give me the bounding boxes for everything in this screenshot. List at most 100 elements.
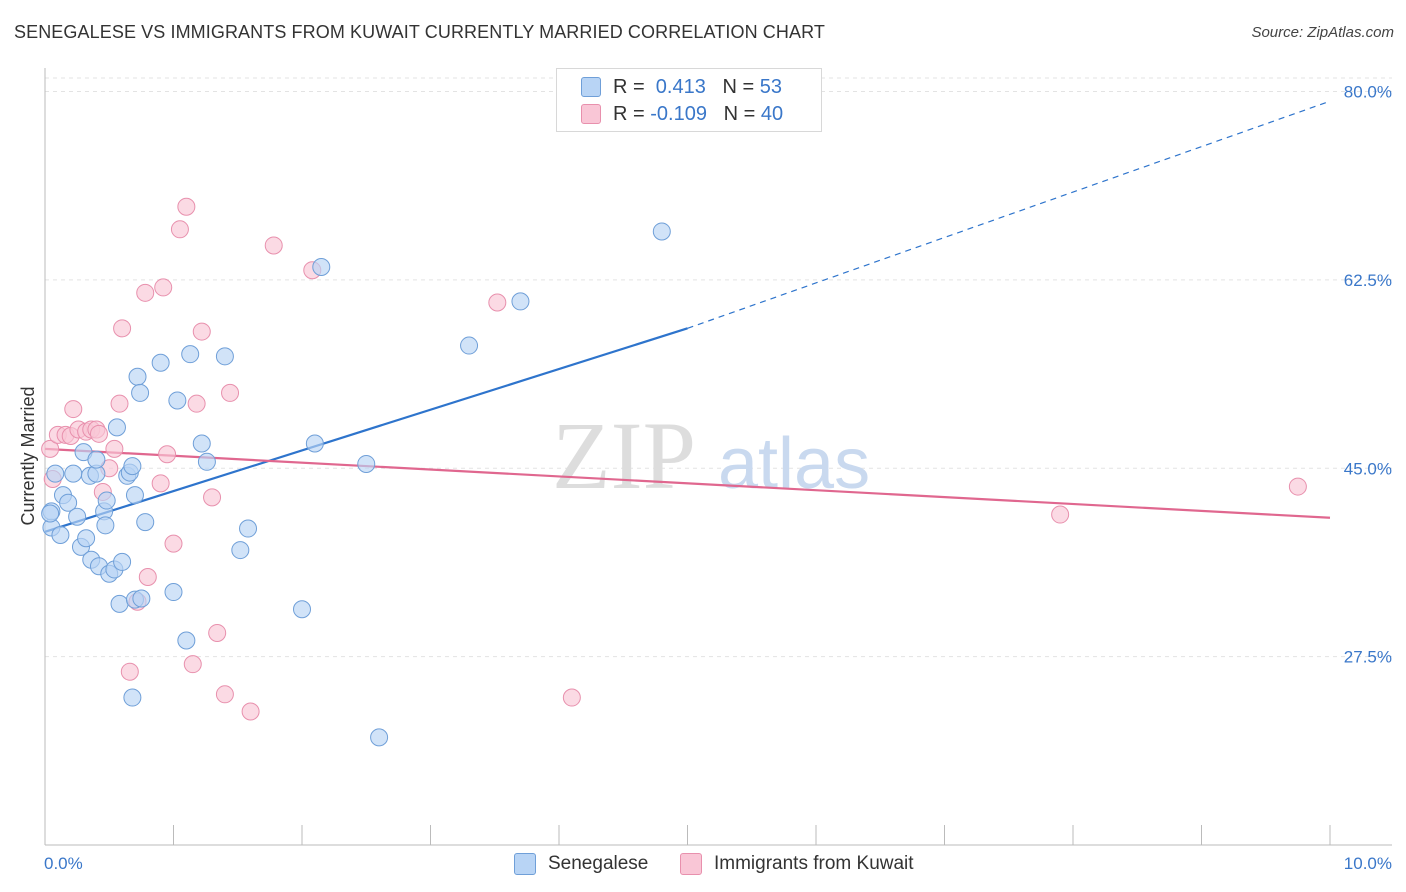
senegalese-point xyxy=(215,347,234,366)
kuwait-point xyxy=(183,655,202,674)
senegalese-point xyxy=(192,434,211,453)
kuwait-point xyxy=(241,702,260,721)
legend-n-label: N = xyxy=(723,102,761,125)
grid-layer xyxy=(45,77,1392,658)
kuwait-point xyxy=(187,394,206,413)
senegalese-point xyxy=(460,336,479,355)
watermark-zip: ZIP xyxy=(552,402,696,509)
senegalese-point xyxy=(107,418,126,437)
senegalese-point xyxy=(511,292,530,311)
senegalese-point xyxy=(41,504,60,523)
y-axis-title: Currently Married xyxy=(18,386,38,525)
kuwait-point xyxy=(208,623,227,642)
series-swatch-kuwait xyxy=(680,853,702,875)
senegalese-point xyxy=(68,507,87,526)
senegalese-point xyxy=(136,513,155,532)
senegalese-point xyxy=(181,345,200,364)
senegalese-point xyxy=(59,493,78,512)
senegalese-point xyxy=(239,519,258,538)
y-tick-label: 45.0% xyxy=(1344,459,1392,478)
legend-n-label: N = xyxy=(722,75,760,98)
legend-row-senegalese: R = 0.413 N = 53 xyxy=(581,76,782,98)
senegalese-point xyxy=(110,594,129,613)
chart-title: SENEGALESE VS IMMIGRANTS FROM KUWAIT CUR… xyxy=(14,22,825,42)
senegalese-point xyxy=(177,631,196,650)
kuwait-point xyxy=(113,319,132,338)
senegalese-trend-line xyxy=(44,327,688,533)
series-label-senegalese: Senegalese xyxy=(548,853,649,874)
series-legend-kuwait: Immigrants from Kuwait xyxy=(680,852,914,876)
kuwait-point xyxy=(203,488,222,507)
trend-layer xyxy=(44,100,1331,533)
senegalese-point xyxy=(123,457,142,476)
senegalese-point xyxy=(293,600,311,619)
kuwait-point xyxy=(164,534,183,553)
senegalese-points xyxy=(41,222,671,747)
axis-layer: 27.5% 45.0% 62.5% 80.0% 0.0% 10.0% xyxy=(44,68,1392,873)
legend-r-label: R = xyxy=(613,75,651,98)
y-tick-label: 27.5% xyxy=(1344,648,1392,667)
senegalese-point xyxy=(77,529,96,548)
kuwait-point xyxy=(136,283,155,302)
kuwait-point xyxy=(192,322,211,341)
legend-swatch-senegalese xyxy=(581,77,601,97)
legend-n-value: 40 xyxy=(760,102,784,125)
senegalese-point xyxy=(312,257,331,276)
senegalese-point xyxy=(96,516,115,535)
senegalese-point xyxy=(113,552,132,571)
senegalese-point xyxy=(164,583,183,602)
kuwait-point xyxy=(64,400,83,419)
legend-n-value: 53 xyxy=(759,75,783,98)
senegalese-point xyxy=(125,486,144,505)
correlation-legend: R = 0.413 N = 53 R = -0.109 N = 40 xyxy=(556,68,822,132)
kuwait-point xyxy=(177,197,196,216)
kuwait-points xyxy=(41,197,1307,721)
senegalese-point xyxy=(652,222,671,241)
senegalese-point xyxy=(132,589,151,608)
series-legend-senegalese: Senegalese xyxy=(514,852,648,876)
kuwait-point xyxy=(215,685,234,704)
kuwait-point xyxy=(138,567,157,586)
senegalese-point xyxy=(131,383,150,402)
kuwait-point xyxy=(158,445,177,464)
senegalese-point xyxy=(197,452,216,471)
senegalese-point xyxy=(357,454,376,473)
legend-r-value: 0.413 xyxy=(650,75,706,98)
kuwait-point xyxy=(89,424,108,443)
legend-r-label: R = xyxy=(613,102,651,125)
senegalese-point xyxy=(123,688,142,707)
kuwait-point xyxy=(154,278,173,297)
senegalese-point xyxy=(128,367,147,386)
kuwait-trend-line xyxy=(44,447,1331,519)
x-tick-label: 0.0% xyxy=(44,854,83,873)
kuwait-point xyxy=(110,394,129,413)
senegalese-point xyxy=(64,464,83,483)
senegalese-point xyxy=(51,526,70,544)
kuwait-point xyxy=(221,383,240,402)
senegalese-point xyxy=(97,491,116,510)
senegalese-trend-extension xyxy=(687,100,1331,329)
legend-row-kuwait: R = -0.109 N = 40 xyxy=(581,103,783,125)
y-tick-label: 62.5% xyxy=(1344,271,1392,290)
kuwait-point xyxy=(264,236,283,255)
series-swatch-senegalese xyxy=(514,853,536,875)
kuwait-point xyxy=(488,293,507,312)
kuwait-point xyxy=(151,474,170,493)
kuwait-point xyxy=(120,662,139,681)
kuwait-point xyxy=(105,439,124,458)
senegalese-point xyxy=(370,728,389,747)
senegalese-point xyxy=(87,450,106,469)
senegalese-point xyxy=(231,541,250,560)
senegalese-point xyxy=(151,353,170,372)
y-tick-label: 80.0% xyxy=(1344,83,1392,102)
kuwait-point xyxy=(562,688,581,707)
legend-r-value: -0.109 xyxy=(650,102,707,125)
kuwait-point xyxy=(170,220,189,239)
legend-swatch-kuwait xyxy=(581,104,601,124)
source-label: Source: ZipAtlas.com xyxy=(1251,24,1394,41)
kuwait-point xyxy=(41,439,60,458)
kuwait-point xyxy=(1288,477,1307,496)
x-tick-label: 10.0% xyxy=(1344,854,1392,873)
kuwait-point xyxy=(1051,505,1070,524)
